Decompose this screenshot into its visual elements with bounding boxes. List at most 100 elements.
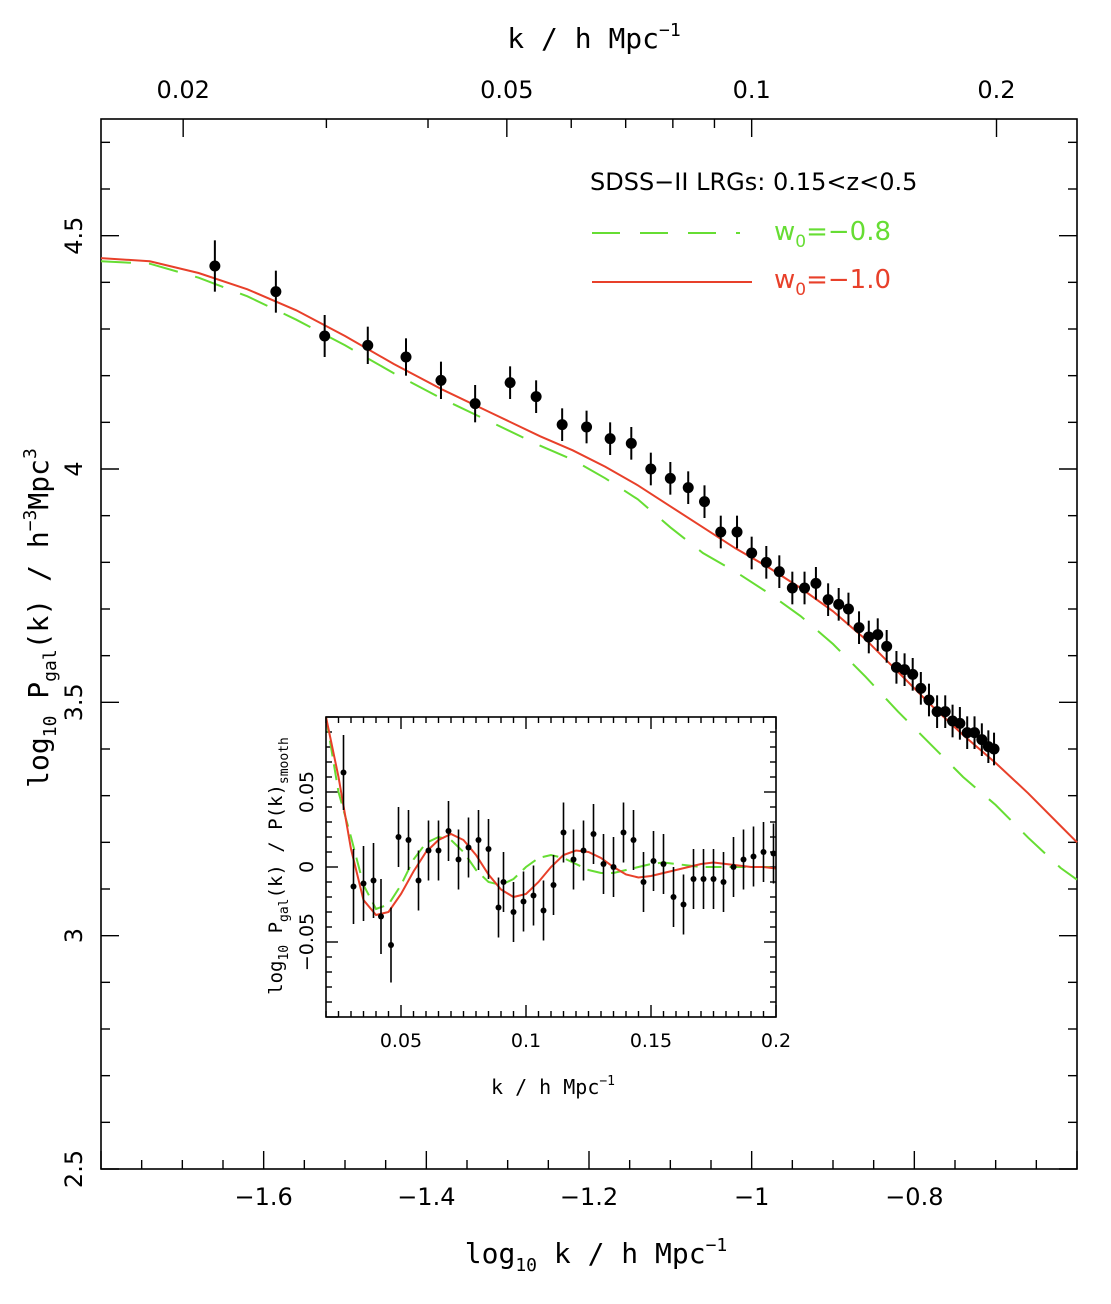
data-point: [799, 582, 811, 594]
inset-model-lines: [325, 716, 777, 917]
inset-data-point: [540, 907, 547, 914]
inset-data-point: [530, 892, 537, 899]
data-point: [931, 706, 943, 718]
inset-data-point: [378, 913, 384, 920]
inset-x-tick-label: 0.05: [380, 1030, 422, 1052]
data-point: [853, 622, 865, 634]
y-tick-label: 2.5: [60, 1150, 88, 1188]
x-tick-label: −1.4: [397, 1183, 455, 1211]
y-tick-label: 4: [60, 461, 88, 476]
legend-red-label: w0=−1.0: [774, 265, 891, 300]
data-point: [954, 717, 966, 729]
inset-data-point: [520, 898, 527, 905]
main-axis-ticks: [100, 119, 1078, 1170]
data-point: [625, 437, 637, 449]
data-point: [400, 351, 412, 363]
legend-title: SDSS−II LRGs: 0.15<z<0.5: [590, 168, 917, 196]
data-point: [209, 260, 221, 272]
inset-red-line: [325, 716, 777, 917]
inset-y-tick-label: 0.05: [296, 771, 318, 813]
inset-tick-labels: 0.05 0.1 0.15 0.2 −0.05 0 0.05: [296, 771, 791, 1052]
inset-data-point: [640, 879, 647, 885]
data-point: [969, 727, 981, 739]
data-point: [664, 472, 676, 484]
inset-data-point: [415, 877, 422, 884]
data-point: [822, 594, 834, 606]
inset-data-point: [495, 904, 502, 911]
legend-green-label: w0=−0.8: [774, 217, 891, 252]
inset-y-axis-title: log10 Pgal(k) / P(k)smooth: [265, 737, 292, 995]
data-point: [863, 631, 875, 643]
data-point: [715, 526, 727, 538]
data-point: [939, 706, 951, 718]
inset-data-point: [710, 876, 717, 882]
inset-data-point: [485, 846, 492, 852]
data-point: [362, 339, 374, 351]
inset-data-point: [650, 858, 657, 864]
data-point: [915, 682, 927, 694]
data-point: [581, 421, 593, 433]
data-point: [435, 374, 447, 386]
data-point: [760, 556, 772, 568]
inset-data-point: [690, 876, 697, 882]
inset-data-point: [570, 856, 577, 863]
inset-data-point: [680, 901, 687, 908]
inset-data-point: [580, 847, 587, 854]
inset-data-point: [445, 828, 452, 834]
inset-data-point: [475, 837, 482, 843]
inset-data-point: [720, 879, 727, 885]
data-point: [872, 629, 884, 641]
inset-data-point: [425, 847, 432, 854]
inset-data-point: [435, 847, 442, 854]
inset-data-point: [455, 856, 462, 863]
inset-data-point: [370, 877, 377, 884]
inset-data-point: [700, 876, 707, 882]
data-point: [530, 391, 542, 403]
data-point: [746, 547, 758, 559]
inset-x-tick-label: 0.15: [630, 1030, 672, 1052]
top-tick-label: 0.2: [977, 76, 1015, 104]
data-point: [682, 482, 694, 494]
data-point: [842, 603, 854, 615]
inset-data-points: [340, 735, 777, 983]
data-point: [731, 526, 743, 538]
y-tick-label: 3.5: [60, 683, 88, 721]
data-point: [698, 496, 710, 508]
green-model-line: [100, 260, 1078, 881]
data-point: [773, 566, 785, 578]
inset-data-point: [630, 837, 637, 843]
left-axis-title: log10 Pgal(k) / h−3Mpc3: [20, 448, 61, 788]
inset-data-point: [770, 850, 777, 857]
data-point: [319, 330, 331, 342]
inset-data-point: [590, 831, 597, 837]
data-point: [881, 640, 893, 652]
inset-x-tick-label: 0.1: [511, 1030, 541, 1052]
data-point: [923, 694, 935, 706]
y-tick-label: 4.5: [60, 217, 88, 255]
inset-data-point: [670, 894, 677, 900]
inset-data-point: [500, 879, 507, 885]
top-tick-label: 0.02: [156, 76, 209, 104]
main-data-points: [209, 240, 1000, 766]
top-axis-title: k / h Mpc−1: [507, 20, 680, 55]
inset-y-tick-label: 0: [296, 861, 318, 873]
x-tick-label: −1: [734, 1183, 769, 1211]
inset-data-point: [730, 864, 737, 870]
inset-data-point: [388, 942, 394, 948]
inset-data-point: [600, 861, 607, 867]
data-point: [504, 377, 516, 389]
inset-data-point: [740, 856, 747, 863]
inset-data-point: [405, 837, 412, 843]
x-tick-label: −0.8: [885, 1183, 943, 1211]
inset-data-point: [360, 880, 367, 887]
inset-data-point: [550, 882, 557, 888]
y-tick-label: 3: [60, 928, 88, 943]
inset-data-point: [750, 853, 757, 860]
data-point: [469, 398, 481, 410]
inset-data-point: [465, 844, 472, 851]
inset-x-axis-title: k / h Mpc−1: [491, 1074, 615, 1099]
inset-green-line: [325, 716, 776, 911]
top-tick-label: 0.05: [480, 76, 533, 104]
inset-data-point: [395, 834, 402, 840]
